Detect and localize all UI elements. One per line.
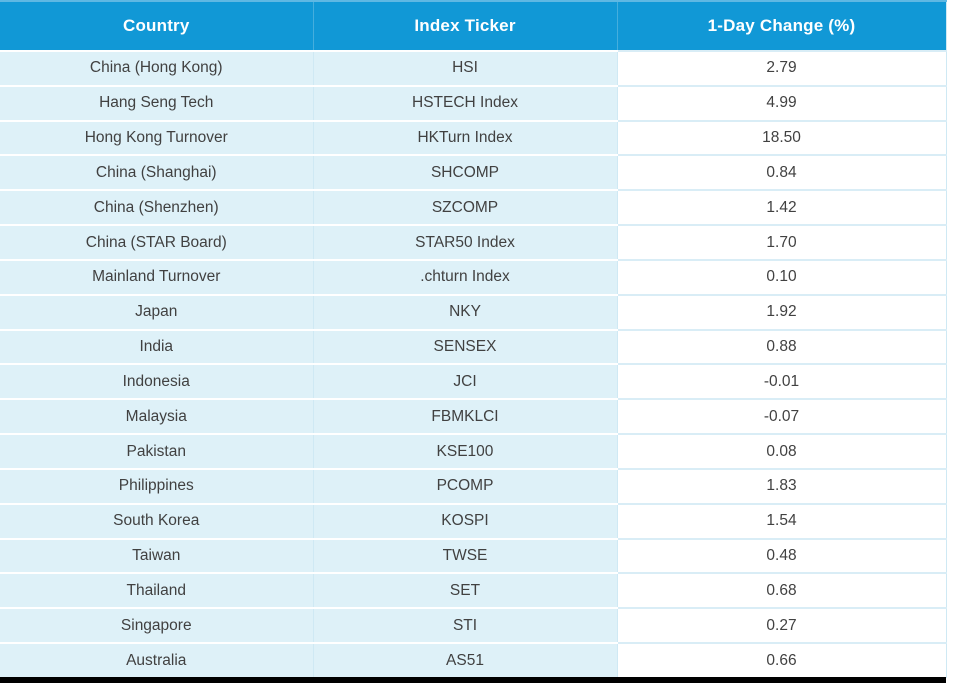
ticker-cell: FBMKLCI bbox=[312, 398, 617, 435]
change-cell: -0.07 bbox=[616, 398, 946, 435]
country-cell: Taiwan bbox=[0, 537, 313, 574]
change-cell: -0.01 bbox=[616, 363, 946, 400]
ticker-cell: AS51 bbox=[312, 642, 617, 678]
country-cell: China (Hong Kong) bbox=[0, 50, 313, 86]
ticker-cell: SZCOMP bbox=[312, 189, 617, 226]
table-row: China (Shenzhen) SZCOMP 1.42 bbox=[0, 189, 946, 226]
country-cell: Indonesia bbox=[0, 363, 313, 400]
change-cell: 1.92 bbox=[616, 293, 946, 330]
country-cell: Malaysia bbox=[0, 398, 313, 435]
ticker-cell: SET bbox=[312, 572, 617, 609]
ticker-cell: HKTurn Index bbox=[312, 119, 617, 156]
change-cell: 1.42 bbox=[616, 189, 946, 226]
header-row: Country Index Ticker 1-Day Change (%) bbox=[0, 0, 946, 51]
country-cell: China (STAR Board) bbox=[0, 224, 313, 260]
table-row: Australia AS51 0.66 bbox=[0, 642, 946, 678]
country-cell: South Korea bbox=[0, 502, 313, 539]
table-row: Singapore STI 0.27 bbox=[0, 607, 946, 644]
table-row: Malaysia FBMKLCI -0.07 bbox=[0, 398, 946, 435]
table-row: Philippines PCOMP 1.83 bbox=[0, 467, 946, 504]
country-cell: China (Shanghai) bbox=[0, 154, 313, 191]
table-row: Pakistan KSE100 0.08 bbox=[0, 433, 946, 469]
country-cell: Japan bbox=[0, 293, 313, 330]
bottom-border-bar bbox=[0, 677, 946, 683]
ticker-cell: NKY bbox=[312, 293, 617, 330]
table-row: Hong Kong Turnover HKTurn Index 18.50 bbox=[0, 119, 946, 156]
change-cell: 18.50 bbox=[616, 119, 946, 156]
change-cell: 1.83 bbox=[616, 467, 946, 504]
table-row: Japan NKY 1.92 bbox=[0, 293, 946, 330]
ticker-cell: SENSEX bbox=[312, 328, 617, 365]
ticker-cell: PCOMP bbox=[312, 467, 617, 504]
country-cell: China (Shenzhen) bbox=[0, 189, 313, 226]
country-cell: Pakistan bbox=[0, 433, 313, 469]
change-cell: 1.70 bbox=[616, 224, 946, 260]
column-header-country: Country bbox=[0, 0, 313, 51]
change-cell: 0.68 bbox=[616, 572, 946, 609]
change-cell: 0.27 bbox=[616, 607, 946, 644]
table-row: Mainland Turnover .chturn Index 0.10 bbox=[0, 258, 946, 295]
change-cell: 0.08 bbox=[616, 433, 946, 469]
country-cell: Hang Seng Tech bbox=[0, 84, 313, 121]
ticker-cell: .chturn Index bbox=[312, 258, 617, 295]
ticker-cell: KOSPI bbox=[312, 502, 617, 539]
column-header-index-ticker: Index Ticker bbox=[312, 0, 617, 51]
change-cell: 0.10 bbox=[616, 258, 946, 295]
ticker-cell: KSE100 bbox=[312, 433, 617, 469]
country-cell: India bbox=[0, 328, 313, 365]
change-cell: 1.54 bbox=[616, 502, 946, 539]
change-cell: 2.79 bbox=[616, 50, 946, 86]
ticker-cell: SHCOMP bbox=[312, 154, 617, 191]
change-cell: 0.48 bbox=[616, 537, 946, 574]
country-cell: Thailand bbox=[0, 572, 313, 609]
table-header: Country Index Ticker 1-Day Change (%) bbox=[0, 0, 946, 51]
column-header-1-day-change: 1-Day Change (%) bbox=[616, 0, 946, 51]
table-row: Thailand SET 0.68 bbox=[0, 572, 946, 609]
table-row: Taiwan TWSE 0.48 bbox=[0, 537, 946, 574]
change-cell: 0.88 bbox=[616, 328, 946, 365]
country-cell: Singapore bbox=[0, 607, 313, 644]
table-row: China (Shanghai) SHCOMP 0.84 bbox=[0, 154, 946, 191]
country-cell: Philippines bbox=[0, 467, 313, 504]
ticker-cell: JCI bbox=[312, 363, 617, 400]
ticker-cell: STAR50 Index bbox=[312, 224, 617, 260]
ticker-cell: TWSE bbox=[312, 537, 617, 574]
ticker-cell: STI bbox=[312, 607, 617, 644]
ticker-cell: HSI bbox=[312, 50, 617, 86]
country-cell: Mainland Turnover bbox=[0, 258, 313, 295]
table-row: South Korea KOSPI 1.54 bbox=[0, 502, 946, 539]
country-cell: Hong Kong Turnover bbox=[0, 119, 313, 156]
change-cell: 0.66 bbox=[616, 642, 946, 678]
table-row: China (STAR Board) STAR50 Index 1.70 bbox=[0, 224, 946, 260]
table-body: China (Hong Kong) HSI 2.79 Hang Seng Tec… bbox=[0, 50, 946, 678]
change-cell: 0.84 bbox=[616, 154, 946, 191]
country-cell: Australia bbox=[0, 642, 313, 678]
change-cell: 4.99 bbox=[616, 84, 946, 121]
table-row: India SENSEX 0.88 bbox=[0, 328, 946, 365]
ticker-cell: HSTECH Index bbox=[312, 84, 617, 121]
table-row: Indonesia JCI -0.01 bbox=[0, 363, 946, 400]
table-row: Hang Seng Tech HSTECH Index 4.99 bbox=[0, 84, 946, 121]
table-row: China (Hong Kong) HSI 2.79 bbox=[0, 50, 946, 86]
